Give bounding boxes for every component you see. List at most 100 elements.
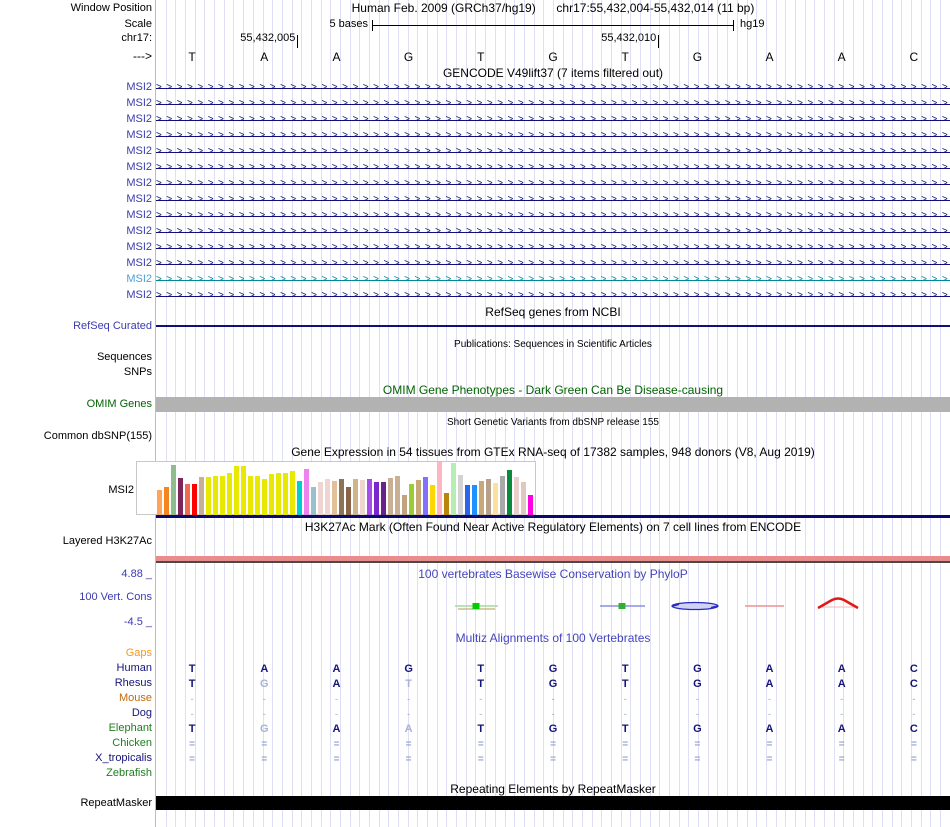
gtex-tissue-bar[interactable] (423, 477, 428, 515)
gtex-tissue-bar[interactable] (255, 476, 260, 515)
h3k27ac-track-label[interactable]: Layered H3K27Ac (62, 535, 152, 547)
gtex-tissue-bar[interactable] (444, 493, 449, 515)
phylop-track-label[interactable]: 100 Vert. Cons (79, 591, 152, 603)
alignment-row[interactable] (156, 767, 950, 782)
gtex-tissue-bar[interactable] (430, 485, 435, 515)
gtex-tissue-bar[interactable] (206, 477, 211, 515)
refseq-gene-line[interactable] (156, 325, 950, 327)
gtex-tissue-bar[interactable] (381, 482, 386, 515)
gene-transcript-row[interactable]: >>>>>>>>>>>>>>>>>>>>>>>>>>>>>>>>>>>>>>>>… (156, 128, 950, 144)
gtex-tissue-bar[interactable] (269, 474, 274, 515)
gene-item-label[interactable]: MSI2 (126, 209, 152, 221)
gene-transcript-row[interactable]: >>>>>>>>>>>>>>>>>>>>>>>>>>>>>>>>>>>>>>>>… (156, 240, 950, 256)
repeatmasker-element-bar[interactable] (156, 796, 950, 810)
gtex-tissue-bar[interactable] (514, 477, 519, 515)
gene-transcript-row[interactable]: >>>>>>>>>>>>>>>>>>>>>>>>>>>>>>>>>>>>>>>>… (156, 144, 950, 160)
gtex-tissue-bar[interactable] (346, 487, 351, 515)
gencode-track-title[interactable]: GENCODE V49lift37 (7 items filtered out) (442, 66, 664, 80)
gtex-track-title[interactable]: Gene Expression in 54 tissues from GTEx … (291, 445, 815, 459)
gtex-tissue-bar[interactable] (472, 485, 477, 515)
gtex-tissue-bar[interactable] (367, 479, 372, 515)
gtex-tissue-bar[interactable] (192, 484, 197, 515)
alignment-row[interactable]: ----------- (156, 692, 950, 707)
gene-transcript-row[interactable]: >>>>>>>>>>>>>>>>>>>>>>>>>>>>>>>>>>>>>>>>… (156, 192, 950, 208)
species-label[interactable]: Gaps (125, 647, 152, 659)
gtex-tissue-bar[interactable] (500, 476, 505, 515)
gene-item-label[interactable]: MSI2 (126, 145, 152, 157)
gene-item-label[interactable]: MSI2 (126, 113, 152, 125)
gene-item-label[interactable]: MSI2 (126, 257, 152, 269)
species-label[interactable]: Dog (131, 707, 152, 719)
alignment-row[interactable]: = = = = = = = = = = = (156, 737, 950, 752)
h3k27ac-signal-bar[interactable] (156, 556, 950, 563)
gene-item-label[interactable]: MSI2 (126, 97, 152, 109)
gene-transcript-row[interactable]: >>>>>>>>>>>>>>>>>>>>>>>>>>>>>>>>>>>>>>>>… (156, 96, 950, 112)
refseq-track-title[interactable]: RefSeq genes from NCBI (485, 305, 621, 319)
gtex-tissue-bar[interactable] (304, 469, 309, 515)
phylop-track-title[interactable]: 100 vertebrates Basewise Conservation by… (418, 567, 688, 581)
gtex-tissue-bar[interactable] (465, 485, 470, 515)
gtex-tissue-bar[interactable] (199, 477, 204, 515)
omim-gene-bar[interactable] (156, 397, 950, 412)
dbsnp-track-label[interactable]: Common dbSNP(155) (43, 430, 152, 442)
gene-transcript-row[interactable]: >>>>>>>>>>>>>>>>>>>>>>>>>>>>>>>>>>>>>>>>… (156, 288, 950, 304)
gene-transcript-row[interactable]: >>>>>>>>>>>>>>>>>>>>>>>>>>>>>>>>>>>>>>>>… (156, 272, 950, 288)
repeatmasker-track-label[interactable]: RepeatMasker (80, 797, 152, 809)
gtex-tissue-bar[interactable] (241, 466, 246, 515)
gtex-tissue-bar[interactable] (395, 476, 400, 515)
gene-item-label[interactable]: MSI2 (126, 129, 152, 141)
species-label[interactable]: Elephant (108, 722, 152, 734)
alignment-row[interactable] (156, 647, 950, 662)
gtex-tissue-bar[interactable] (164, 487, 169, 515)
gene-item-label[interactable]: MSI2 (126, 81, 152, 93)
gene-transcript-row[interactable]: >>>>>>>>>>>>>>>>>>>>>>>>>>>>>>>>>>>>>>>>… (156, 160, 950, 176)
dbsnp-track-title[interactable]: Short Genetic Variants from dbSNP releas… (447, 417, 659, 428)
gtex-tissue-bar[interactable] (409, 484, 414, 515)
alignment-row[interactable]: = = = = = = = = = = = (156, 752, 950, 767)
gtex-tissue-bar[interactable] (402, 495, 407, 515)
gtex-tissue-bar[interactable] (528, 495, 533, 515)
gtex-tissue-bar[interactable] (318, 482, 323, 515)
gtex-tissue-bar[interactable] (353, 479, 358, 515)
gene-transcript-row[interactable]: >>>>>>>>>>>>>>>>>>>>>>>>>>>>>>>>>>>>>>>>… (156, 224, 950, 240)
gtex-tissue-bar[interactable] (325, 479, 330, 515)
gene-transcript-row[interactable]: >>>>>>>>>>>>>>>>>>>>>>>>>>>>>>>>>>>>>>>>… (156, 208, 950, 224)
refseq-track-label[interactable]: RefSeq Curated (73, 320, 152, 332)
gtex-tissue-bar[interactable] (388, 478, 393, 515)
gtex-tissue-bar[interactable] (290, 471, 295, 515)
gene-item-label[interactable]: MSI2 (126, 225, 152, 237)
gtex-tissue-bar[interactable] (297, 481, 302, 515)
gtex-tissue-bar[interactable] (486, 479, 491, 515)
snps-track-label[interactable]: SNPs (123, 366, 152, 378)
gene-item-label[interactable]: MSI2 (126, 273, 152, 285)
alignment-row[interactable]: ----------- (156, 707, 950, 722)
multiz-track-title[interactable]: Multiz Alignments of 100 Vertebrates (455, 631, 651, 645)
gene-item-label[interactable]: MSI2 (126, 241, 152, 253)
gtex-tissue-bar[interactable] (521, 482, 526, 515)
species-label[interactable]: Zebrafish (106, 767, 152, 779)
omim-track-label[interactable]: OMIM Genes (86, 398, 152, 410)
gtex-tissue-bar[interactable] (360, 480, 365, 515)
gtex-tissue-bar[interactable] (178, 478, 183, 515)
gene-item-label[interactable]: MSI2 (126, 177, 152, 189)
species-label[interactable]: X_tropicalis (95, 752, 152, 764)
gene-transcript-row[interactable]: >>>>>>>>>>>>>>>>>>>>>>>>>>>>>>>>>>>>>>>>… (156, 80, 950, 96)
repeatmasker-track-title[interactable]: Repeating Elements by RepeatMasker (450, 782, 656, 796)
species-label[interactable]: Mouse (118, 692, 152, 704)
gtex-tissue-bar[interactable] (220, 476, 225, 515)
species-label[interactable]: Chicken (112, 737, 152, 749)
gene-transcript-row[interactable]: >>>>>>>>>>>>>>>>>>>>>>>>>>>>>>>>>>>>>>>>… (156, 176, 950, 192)
species-label[interactable]: Rhesus (114, 677, 152, 689)
gene-item-label[interactable]: MSI2 (126, 161, 152, 173)
gtex-tissue-bar[interactable] (416, 480, 421, 515)
gene-transcript-row[interactable]: >>>>>>>>>>>>>>>>>>>>>>>>>>>>>>>>>>>>>>>>… (156, 112, 950, 128)
gtex-gene-label[interactable]: MSI2 (108, 484, 134, 496)
gtex-tissue-bar[interactable] (248, 476, 253, 515)
gtex-tissue-bar[interactable] (451, 463, 456, 515)
gtex-tissue-bar[interactable] (507, 470, 512, 515)
gtex-tissue-bar[interactable] (437, 462, 442, 515)
gene-item-label[interactable]: MSI2 (126, 193, 152, 205)
gtex-tissue-bar[interactable] (262, 479, 267, 515)
